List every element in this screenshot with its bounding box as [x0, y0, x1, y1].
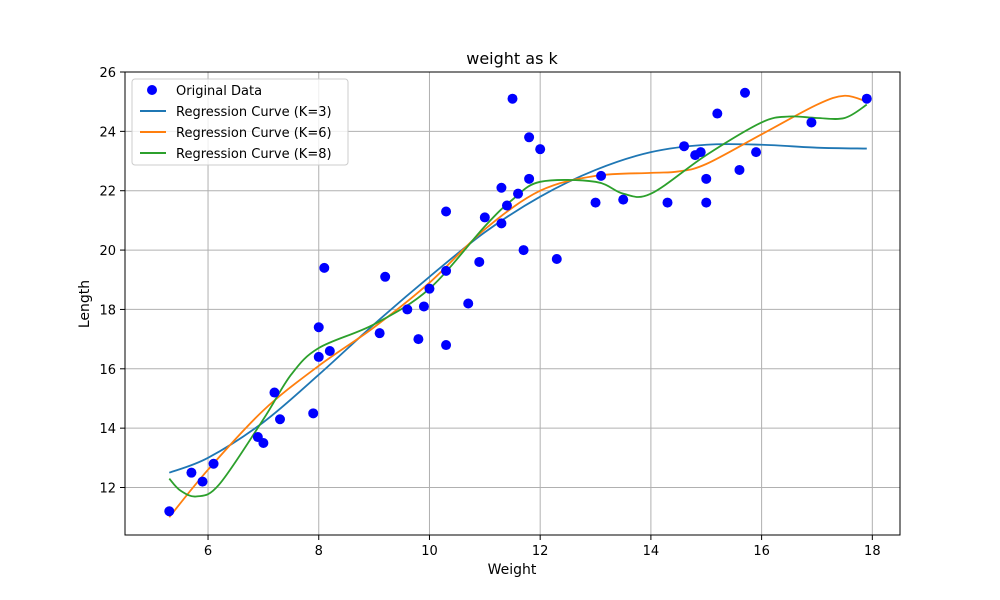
data-point: [380, 271, 391, 282]
data-point: [524, 173, 535, 184]
data-point: [679, 141, 690, 152]
y-axis-ticks: 12 14 16 18 20 22 24 26: [99, 66, 125, 497]
data-point: [535, 144, 546, 155]
plot-frame: [124, 71, 901, 536]
data-point: [197, 476, 208, 487]
y-tick-label: 12: [99, 482, 116, 497]
data-point: [402, 304, 413, 315]
data-point: [441, 265, 452, 276]
regression-curve-2: [168, 103, 868, 498]
legend-marker-original-data: [147, 85, 157, 95]
x-tick-label: 8: [315, 544, 323, 559]
data-point: [275, 414, 285, 425]
data-point: [313, 351, 324, 362]
x-tick-label: 14: [643, 544, 660, 559]
data-point: [208, 458, 219, 469]
x-tick-label: 10: [421, 544, 438, 559]
data-point: [751, 147, 762, 158]
x-tick-label: 18: [864, 544, 881, 559]
data-point: [424, 283, 435, 294]
data-point: [479, 212, 490, 223]
regression-curve-1: [168, 94, 868, 518]
data-point: [701, 197, 712, 208]
x-axis-label: Weight: [488, 562, 537, 578]
legend-label-original-data: Original Data: [176, 84, 262, 99]
data-point: [496, 182, 507, 193]
data-point: [186, 467, 197, 478]
y-tick-label: 14: [99, 422, 116, 437]
data-point: [618, 194, 629, 205]
data-point: [701, 173, 712, 184]
data-point: [313, 322, 324, 333]
data-point: [269, 387, 280, 398]
data-point: [164, 506, 175, 517]
data-point: [418, 301, 429, 312]
y-tick-label: 20: [99, 244, 116, 259]
data-point: [518, 245, 529, 256]
x-tick-label: 6: [204, 544, 212, 559]
legend-label-k6: Regression Curve (K=6): [176, 126, 332, 141]
y-tick-label: 18: [99, 303, 116, 318]
data-point: [374, 328, 385, 339]
data-point: [734, 164, 745, 175]
data-point: [695, 147, 706, 158]
data-point: [507, 93, 518, 104]
y-tick-label: 24: [99, 125, 116, 140]
y-tick-label: 22: [99, 185, 116, 200]
data-point: [590, 197, 601, 208]
legend-label-k3: Regression Curve (K=3): [176, 105, 332, 120]
chart-title: weight as k: [466, 49, 558, 68]
data-point: [463, 298, 474, 309]
data-point: [441, 340, 452, 351]
data-point: [324, 345, 335, 356]
data-point: [474, 256, 485, 267]
x-tick-label: 12: [532, 544, 549, 559]
data-point: [662, 197, 673, 208]
data-points: [164, 87, 872, 517]
data-point: [258, 437, 269, 448]
legend: Original Data Regression Curve (K=3) Reg…: [131, 78, 349, 166]
data-point: [308, 408, 319, 419]
data-point: [740, 87, 750, 98]
data-point: [861, 93, 872, 104]
data-point: [441, 206, 452, 217]
legend-label-k8: Regression Curve (K=8): [176, 147, 332, 162]
data-point: [319, 262, 330, 273]
data-point: [596, 170, 607, 181]
legend-box: [131, 78, 349, 166]
data-point: [496, 218, 507, 229]
y-tick-label: 26: [99, 66, 116, 81]
x-tick-label: 16: [753, 544, 770, 559]
data-point: [806, 117, 817, 128]
data-point: [501, 200, 512, 211]
x-axis-ticks: 6 8 10 12 14 16 18: [204, 535, 881, 559]
data-point: [413, 334, 424, 345]
data-point: [551, 253, 562, 264]
y-axis-label: Length: [77, 280, 93, 328]
data-point: [513, 188, 524, 199]
y-tick-label: 16: [99, 363, 116, 378]
data-point: [524, 132, 535, 143]
data-point: [712, 108, 723, 119]
